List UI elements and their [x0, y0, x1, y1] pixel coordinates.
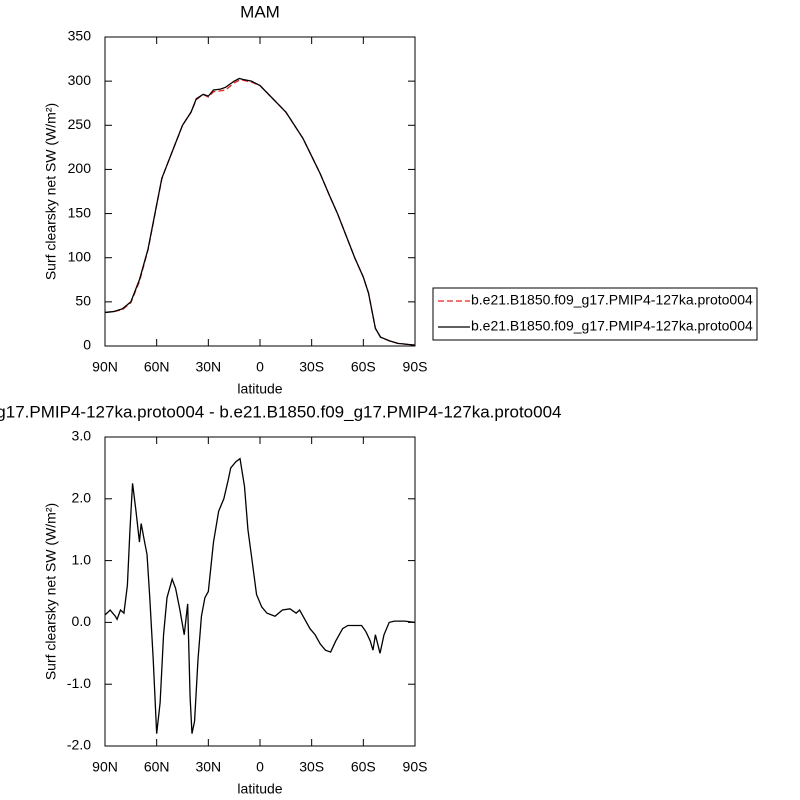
y-tick-label: 50: [75, 293, 91, 309]
y-tick-label: 150: [68, 204, 92, 220]
legend-label: b.e21.B1850.f09_g17.PMIP4-127ka.proto004: [471, 292, 753, 308]
x-tick-label: 0: [256, 359, 264, 375]
x-tick-label: 30N: [195, 359, 221, 375]
data-line: [104, 77, 416, 346]
chart-title: MAM: [240, 2, 280, 21]
x-tick-label: 30S: [299, 359, 324, 375]
x-tick-label: 30S: [299, 759, 324, 775]
plot-frame: [104, 436, 416, 747]
y-tick-label: 0: [83, 337, 91, 353]
y-tick-label: 350: [68, 28, 92, 44]
x-tick-label: 90S: [403, 359, 428, 375]
legend-box: [432, 287, 758, 341]
legend-label: b.e21.B1850.f09_g17.PMIP4-127ka.proto004: [471, 318, 753, 334]
y-tick-label: 3.0: [72, 428, 92, 444]
x-tick-label: 60N: [144, 759, 170, 775]
x-tick-label: 90N: [92, 759, 118, 775]
y-axis-label: Surf clearsky net SW (W/m²): [43, 103, 59, 280]
data-line: [104, 79, 416, 346]
x-axis-label: latitude: [237, 381, 282, 397]
plot-frame: [104, 36, 416, 347]
x-tick-label: 90S: [403, 759, 428, 775]
x-tick-label: 30N: [195, 759, 221, 775]
x-tick-label: 60N: [144, 359, 170, 375]
y-tick-label: -2.0: [67, 737, 91, 753]
y-tick-label: -1.0: [67, 675, 91, 691]
y-tick-label: 300: [68, 72, 92, 88]
y-tick-label: 100: [68, 248, 92, 264]
chart-title: .f09_g17.PMIP4-127ka.proto004 - b.e21.B1…: [0, 402, 562, 421]
y-tick-label: 200: [68, 160, 92, 176]
x-tick-label: 60S: [351, 359, 376, 375]
x-tick-label: 90N: [92, 359, 118, 375]
y-tick-label: 250: [68, 116, 92, 132]
x-tick-label: 0: [256, 759, 264, 775]
y-tick-label: 0.0: [72, 613, 92, 629]
data-line: [104, 457, 416, 734]
x-tick-label: 60S: [351, 759, 376, 775]
y-tick-label: 2.0: [72, 490, 92, 506]
y-axis-label: Surf clearsky net SW (W/m²): [43, 503, 59, 680]
x-axis-label: latitude: [237, 781, 282, 797]
y-tick-label: 1.0: [72, 551, 92, 567]
